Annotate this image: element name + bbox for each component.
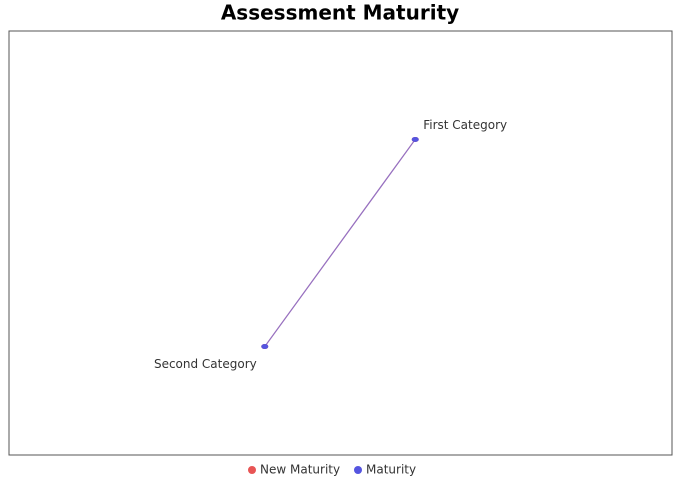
category-label: First Category [423,118,507,132]
chart-title: Assessment Maturity [221,1,459,25]
series-line [264,139,416,347]
data-point [411,136,419,142]
legend-marker [248,466,256,474]
category-label: Second Category [154,357,257,371]
legend-label: New Maturity [260,463,340,477]
data-point [261,344,269,350]
legend-label: Maturity [366,463,416,477]
legend-marker [354,466,362,474]
